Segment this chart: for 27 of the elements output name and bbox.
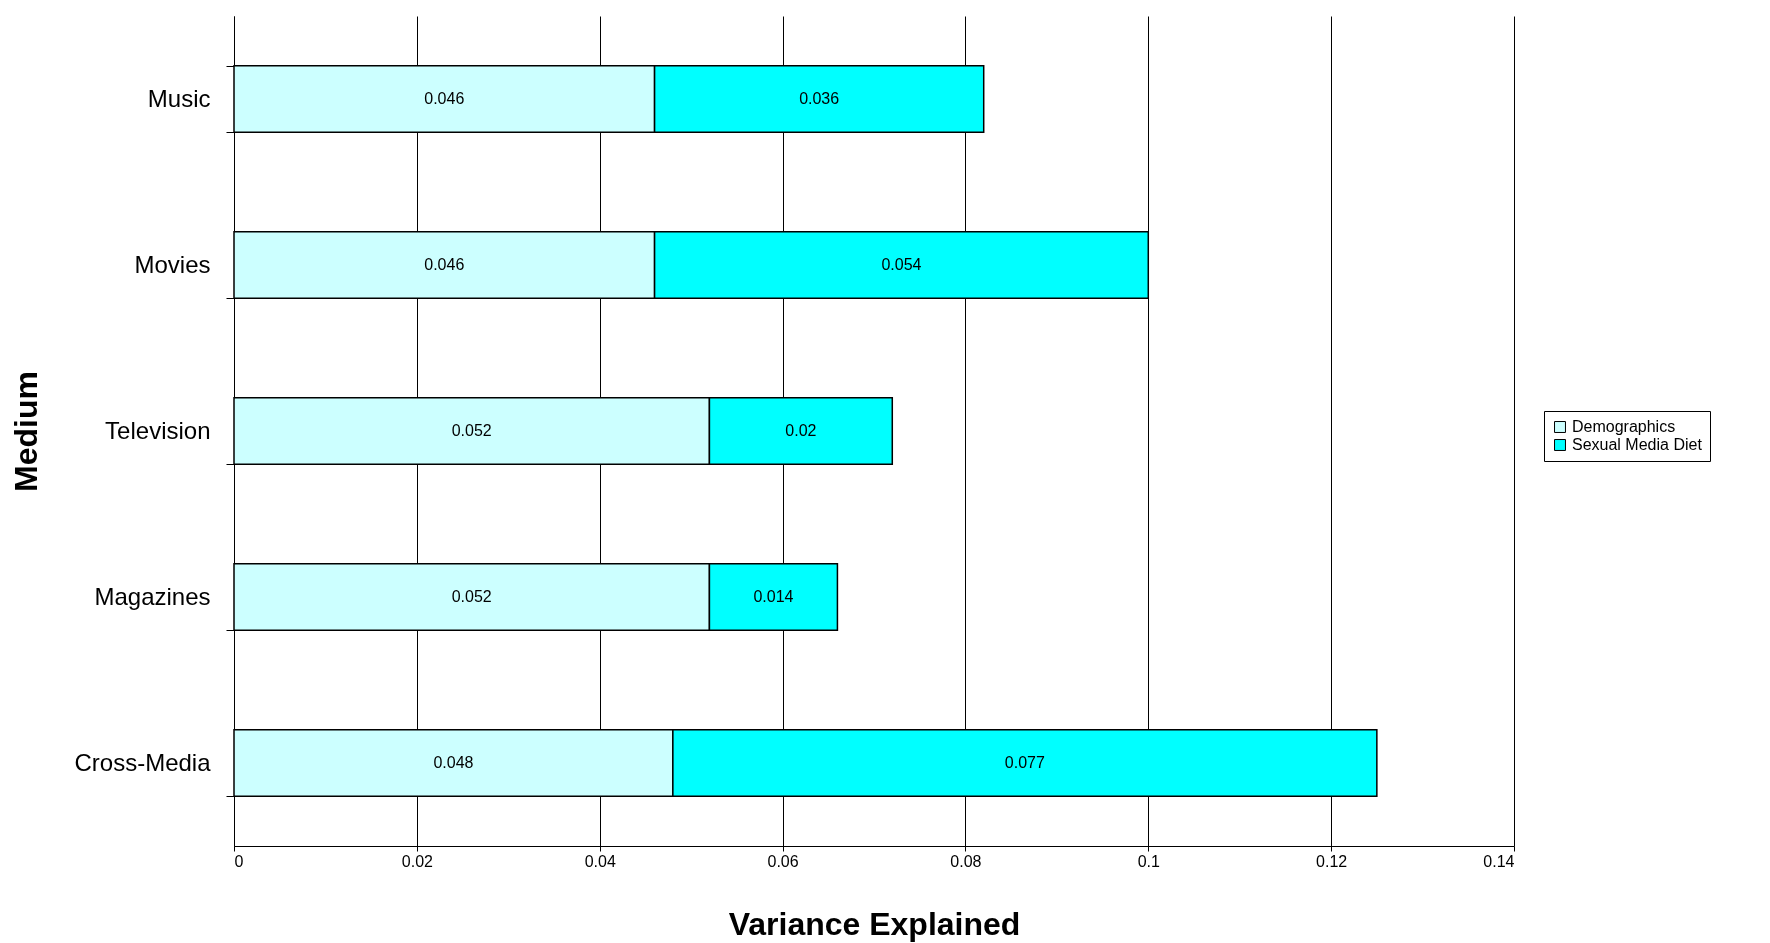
data-label: 0.077 <box>1004 754 1045 771</box>
x-tick-label: 0 <box>234 852 244 870</box>
data-label: 0.046 <box>424 256 465 273</box>
y-tick-label: Cross-Media <box>74 748 212 776</box>
x-tick-label: 0.02 <box>401 852 434 870</box>
data-label: 0.052 <box>451 422 492 439</box>
y-tick-label: Music <box>147 84 211 112</box>
y-tick-label: Movies <box>134 250 211 278</box>
y-tick-label: Magazines <box>94 582 211 610</box>
data-label: 0.02 <box>785 422 817 439</box>
x-tick-label: 0.12 <box>1316 852 1348 870</box>
y-tick-label: Television <box>105 416 211 444</box>
data-label: 0.014 <box>753 588 794 605</box>
data-label: 0.052 <box>451 588 492 605</box>
data-label: 0.048 <box>433 754 474 771</box>
data-label: 0.036 <box>799 90 840 107</box>
y-axis-title: Medium <box>8 371 45 492</box>
data-label: 0.046 <box>424 90 465 107</box>
legend-label: Demographics <box>1572 418 1676 435</box>
data-label: 0.054 <box>881 256 922 273</box>
x-tick-label: 0.04 <box>584 852 616 870</box>
x-tick-label: 0.06 <box>767 852 799 870</box>
x-tick-label: 0.1 <box>1137 852 1160 870</box>
x-axis-title: Variance Explained <box>728 905 1021 942</box>
x-tick-label: 0.14 <box>1483 852 1515 870</box>
x-tick-label: 0.08 <box>950 852 982 870</box>
legend-label: Sexual Media Diet <box>1572 436 1703 453</box>
